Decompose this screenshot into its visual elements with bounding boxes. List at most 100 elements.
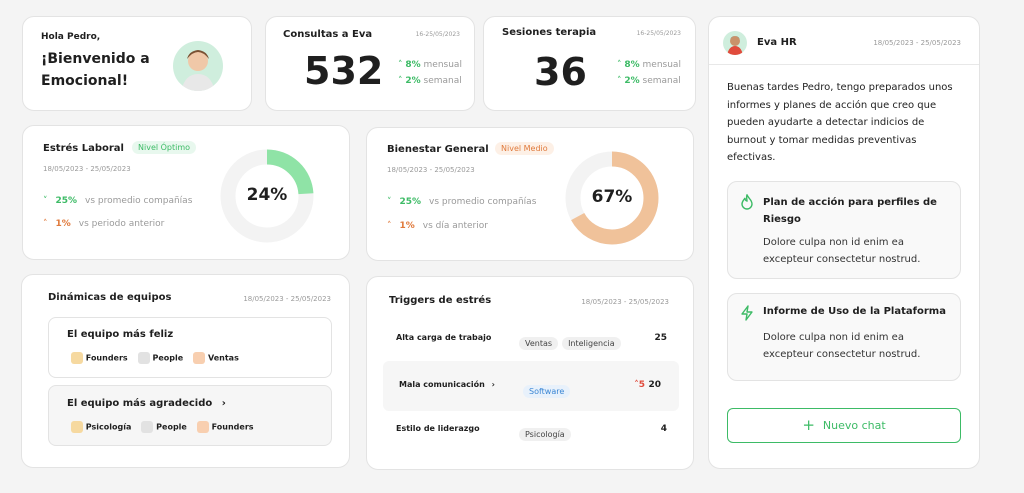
chat-message: Buenas tardes Pedro, tengo preparados un… — [727, 82, 953, 163]
trigger-name: Estilo de liderazgo — [396, 424, 480, 433]
bienestar-gauge-arc — [565, 151, 659, 245]
trigger-delta: ˄5 — [634, 380, 645, 390]
chat-panel: Eva HR 18/05/2023 - 25/05/2023 Buenas ta… — [708, 16, 980, 469]
consultas-card: Consultas a Eva 16-25/05/2023 532 ˄ 8% m… — [265, 16, 475, 111]
trigger-count: 4 — [660, 424, 667, 434]
consultas-title: Consultas a Eva — [283, 29, 373, 40]
chat-avatar[interactable] — [723, 31, 747, 55]
estres-gauge-arc — [220, 149, 314, 243]
arrow-up-icon: ˄ — [617, 76, 622, 86]
table-row[interactable]: Estilo de liderazgo Psicología 4 — [383, 417, 679, 443]
team-tag: Psicología — [71, 421, 131, 433]
new-chat-label: Nuevo chat — [822, 419, 886, 432]
chat-header: Eva HR 18/05/2023 - 25/05/2023 — [709, 17, 979, 65]
estres-row1: ˅ 25% vs promedio compañías — [43, 196, 193, 206]
chevron-up-icon: ˄ — [43, 219, 48, 229]
dinamicas-title: Dinámicas de equipos — [48, 292, 172, 303]
team-happiest-tags: Founders People Ventas — [71, 352, 239, 364]
trigger-tag: Psicología — [519, 428, 571, 441]
chevron-up-icon: ˄ — [634, 380, 639, 390]
sesiones-date: 16-25/05/2023 — [636, 30, 681, 37]
sesiones-weekly: ˄ 2% semanal — [617, 76, 681, 86]
team-tag: Ventas — [193, 352, 239, 364]
chat-date: 18/05/2023 - 25/05/2023 — [873, 39, 961, 47]
chat-usage-report[interactable]: Informe de Uso de la Plataforma Dolore c… — [727, 293, 961, 381]
chevron-down-icon: ˅ — [43, 196, 48, 206]
usage-report-text: Dolore culpa non id enim ea excepteur co… — [763, 332, 921, 360]
chat-name: Eva HR — [757, 37, 797, 48]
cube-icon — [196, 421, 209, 433]
team-tag: People — [137, 352, 183, 364]
action-plan-text: Dolore culpa non id enim ea excepteur co… — [763, 237, 921, 265]
greeting-card: Hola Pedro, ¡Bienvenido a Emocional! — [22, 16, 252, 111]
flame-icon — [741, 194, 753, 210]
avatar[interactable] — [173, 41, 223, 91]
chevron-up-icon: ˄ — [387, 221, 392, 231]
bienestar-date: 18/05/2023 - 25/05/2023 — [387, 166, 475, 174]
estres-card[interactable]: Estrés Laboral Nivel Óptimo 18/05/2023 -… — [22, 125, 350, 260]
bienestar-badge: Nivel Medio — [495, 142, 554, 155]
trigger-tag: Software — [523, 385, 571, 398]
consultas-date: 16-25/05/2023 — [415, 31, 460, 38]
bolt-icon — [741, 305, 753, 321]
team-tag: Founders — [71, 352, 128, 364]
arrow-up-icon: ˄ — [398, 76, 403, 86]
avatar-image — [181, 50, 215, 91]
chat-action-plan[interactable]: Plan de acción para perfiles de Riesgo D… — [727, 181, 961, 279]
trigger-name: Mala comunicación › — [399, 380, 495, 389]
greeting-hello: Hola Pedro, — [41, 32, 101, 42]
team-happiest-title: El equipo más feliz — [67, 329, 174, 340]
trigger-tags: Ventas Inteligencia — [519, 331, 625, 350]
consultas-monthly: ˄ 8% mensual — [398, 60, 462, 70]
new-chat-button[interactable]: + Nuevo chat — [727, 408, 961, 443]
action-plan-title: Plan de acción para perfiles de Riesgo — [763, 197, 937, 225]
cube-icon — [193, 352, 206, 364]
team-grateful-title: El equipo más agradecido › — [67, 398, 226, 409]
consultas-value: 532 — [304, 49, 384, 93]
estres-gauge — [220, 149, 314, 243]
cube-icon — [71, 352, 83, 364]
sesiones-card: Sesiones terapia 16-25/05/2023 36 ˄ 8% m… — [483, 16, 696, 111]
triggers-card: Triggers de estrés 18/05/2023 - 25/05/20… — [366, 276, 694, 470]
trigger-tag: Inteligencia — [562, 337, 621, 350]
usage-report-title: Informe de Uso de la Plataforma — [763, 306, 946, 317]
sesiones-title: Sesiones terapia — [502, 27, 597, 38]
greeting-welcome-line1: ¡Bienvenido a — [41, 51, 150, 67]
team-grateful-card[interactable]: El equipo más agradecido › Psicología Pe… — [48, 385, 332, 446]
consultas-weekly: ˄ 2% semanal — [398, 76, 462, 86]
team-grateful-tags: Psicología People Founders — [71, 421, 254, 433]
plus-icon: + — [802, 416, 815, 434]
team-tag: Founders — [196, 421, 254, 433]
bienestar-row1: ˅ 25% vs promedio compañías — [387, 197, 537, 207]
bienestar-gauge — [565, 151, 659, 245]
estres-title: Estrés Laboral — [43, 143, 124, 154]
triggers-title: Triggers de estrés — [389, 295, 492, 306]
trigger-tags: Software — [523, 379, 574, 398]
table-row[interactable]: Alta carga de trabajo Ventas Inteligencia… — [383, 325, 679, 351]
bienestar-row2: ˄ 1% vs día anterior — [387, 221, 488, 231]
chevron-down-icon: ˅ — [387, 197, 392, 207]
bienestar-card[interactable]: Bienestar General Nivel Medio 18/05/2023… — [366, 127, 694, 261]
estres-gauge-label: 24% — [246, 185, 288, 205]
estres-date: 18/05/2023 - 25/05/2023 — [43, 165, 131, 173]
triggers-date: 18/05/2023 - 25/05/2023 — [581, 298, 669, 306]
chevron-right-icon: › — [491, 380, 495, 389]
arrow-up-icon: ˄ — [398, 60, 403, 70]
trigger-name: Alta carga de trabajo — [396, 333, 492, 342]
team-tag: People — [141, 421, 187, 433]
estres-badge: Nivel Óptimo — [132, 141, 197, 154]
dinamicas-card: Dinámicas de equipos 18/05/2023 - 25/05/… — [21, 274, 350, 468]
arrow-up-icon: ˄ — [617, 60, 622, 70]
trigger-tag: Ventas — [519, 337, 559, 350]
chat-avatar-image — [727, 36, 743, 55]
trigger-count: 20 — [648, 380, 661, 390]
table-row[interactable]: Mala comunicación › Software ˄5 20 — [383, 361, 679, 411]
bienestar-gauge-label: 67% — [591, 187, 633, 207]
cube-icon — [137, 352, 150, 364]
dinamicas-date: 18/05/2023 - 25/05/2023 — [243, 295, 331, 303]
cube-icon — [71, 421, 83, 433]
team-happiest-card[interactable]: El equipo más feliz Founders People Vent… — [48, 317, 332, 378]
greeting-welcome-line2: Emocional! — [41, 73, 129, 89]
sesiones-monthly: ˄ 8% mensual — [617, 60, 681, 70]
bienestar-title: Bienestar General — [387, 144, 489, 155]
